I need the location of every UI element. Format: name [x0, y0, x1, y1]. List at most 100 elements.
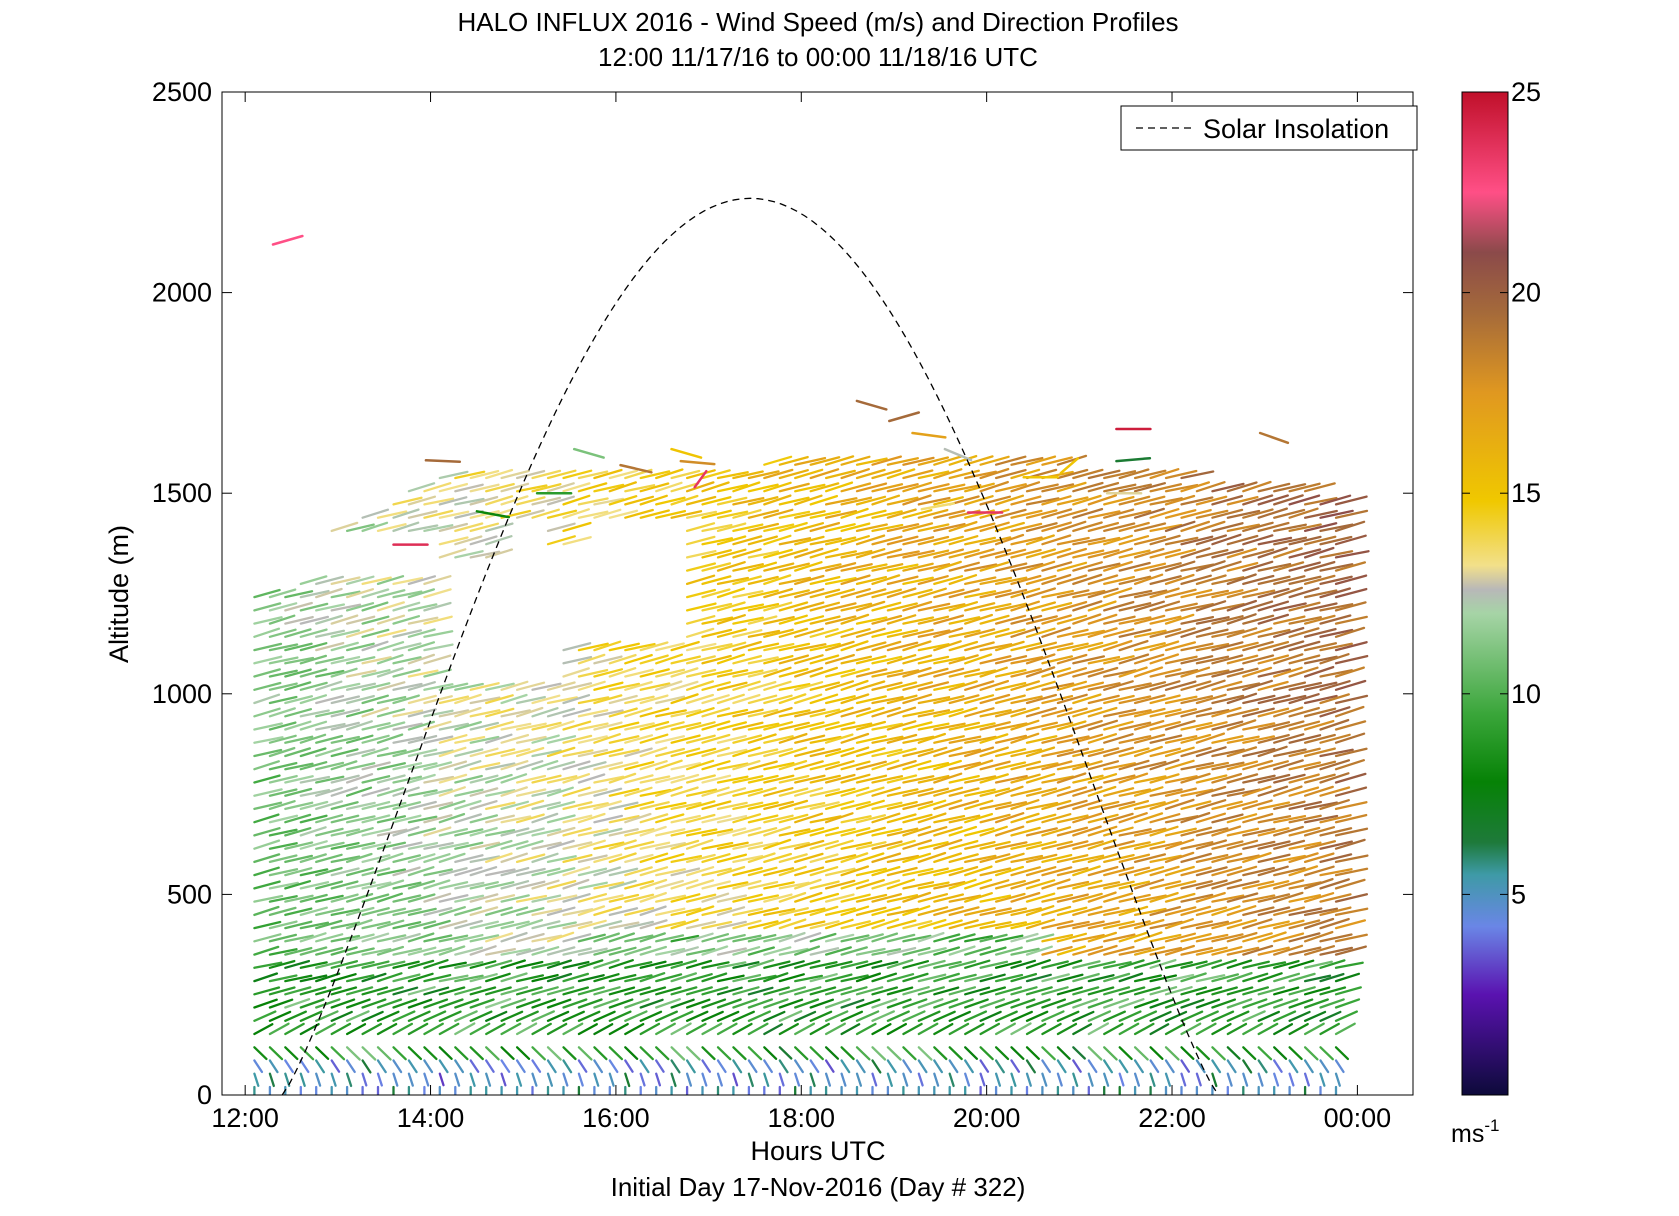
- wind-vector: [361, 588, 390, 599]
- wind-vector: [1149, 627, 1182, 638]
- wind-vector: [1056, 574, 1088, 586]
- wind-vector: [253, 722, 283, 731]
- wind-vector: [1257, 680, 1289, 691]
- wind-vector: [1056, 693, 1088, 705]
- wind-vector: [670, 854, 703, 864]
- wind-vector: [500, 986, 529, 996]
- wind-vector: [1257, 815, 1292, 824]
- wind-vector: [794, 827, 825, 837]
- wind-vector: [608, 932, 636, 943]
- wind-vector: [979, 760, 1011, 771]
- wind-vector: [732, 787, 763, 797]
- wind-vector: [1211, 998, 1237, 1009]
- colorbar-tick-label: 15: [1511, 478, 1541, 508]
- wind-vector: [871, 879, 901, 890]
- wind-vector: [1195, 669, 1230, 678]
- wind-vector: [423, 959, 449, 969]
- wind-vector: [1149, 933, 1182, 943]
- wind-vector: [253, 736, 284, 744]
- wind-vector: [1303, 535, 1337, 546]
- wind-vector: [1303, 814, 1339, 824]
- y-tick-label: 2500: [152, 77, 212, 107]
- wind-vector: [1103, 762, 1137, 771]
- wind-vector: [1103, 1072, 1110, 1087]
- wind-vector: [1334, 1022, 1356, 1036]
- wind-vector: [1087, 587, 1119, 599]
- wind-vector: [794, 666, 824, 678]
- wind-vector: [778, 496, 810, 506]
- wind-vector: [531, 788, 562, 797]
- wind-vector: [948, 535, 979, 546]
- wind-vector: [871, 563, 904, 572]
- wind-vector: [670, 693, 699, 705]
- wind-vector: [1180, 761, 1215, 771]
- wind-vector: [330, 1046, 346, 1061]
- wind-vector: [1010, 787, 1042, 797]
- wind-vector: [685, 535, 716, 546]
- wind-vector: [299, 921, 330, 930]
- wind-vector: [794, 483, 826, 493]
- wind-vector: [933, 708, 964, 718]
- wind-vector: [1072, 1023, 1093, 1036]
- wind-vector: [824, 455, 855, 466]
- wind-vector: [994, 1046, 1010, 1061]
- wind-vector: [1319, 1046, 1334, 1061]
- wind-vector: [840, 773, 871, 784]
- wind-vector: [608, 1010, 632, 1022]
- wind-vector: [1164, 1046, 1180, 1061]
- wind-vector: [933, 772, 963, 784]
- wind-vector: [1211, 933, 1244, 943]
- wind-vector: [933, 880, 966, 890]
- wind-vector: [964, 641, 995, 652]
- wind-vector: [1025, 879, 1056, 890]
- wind-vector: [855, 799, 885, 811]
- wind-vector: [407, 669, 439, 678]
- wind-vector: [361, 601, 389, 612]
- wind-vector: [345, 734, 374, 744]
- wind-vector: [979, 602, 1012, 612]
- wind-vector: [933, 483, 966, 493]
- wind-vector: [1303, 642, 1338, 652]
- wind-vector: [933, 1010, 956, 1022]
- wind-vector: [871, 483, 904, 493]
- wind-vector: [747, 946, 775, 956]
- wind-vector: [577, 1072, 584, 1087]
- wind-vector: [917, 973, 947, 983]
- wind-vector: [1288, 841, 1322, 850]
- wind-vector: [886, 523, 920, 533]
- wind-vector: [994, 734, 1028, 744]
- wind-vector: [1041, 775, 1075, 784]
- wind-vector: [979, 960, 1009, 969]
- wind-vector: [1149, 758, 1180, 771]
- wind-vector: [1180, 508, 1212, 519]
- wind-vector: [1257, 482, 1291, 493]
- wind-vector: [917, 681, 950, 691]
- wind-vector: [1195, 920, 1230, 930]
- wind-vector: [268, 746, 296, 758]
- wind-vector: [809, 961, 838, 969]
- wind-vector: [1072, 655, 1106, 665]
- wind-vector: [1087, 666, 1119, 678]
- wind-vector: [948, 706, 978, 718]
- wind-vector: [315, 641, 345, 652]
- wind-vector: [1257, 931, 1287, 943]
- wind-vector: [685, 838, 714, 850]
- wind-vector: [392, 1022, 414, 1036]
- wind-vector: [902, 481, 933, 493]
- wind-vector: [716, 1059, 727, 1074]
- wind-vector: [1242, 998, 1268, 1009]
- wind-vector: [701, 1022, 723, 1036]
- wind-vector: [454, 1022, 476, 1036]
- wind-vector: [716, 920, 747, 930]
- wind-vector: [840, 946, 868, 956]
- wind-vector: [716, 814, 748, 824]
- wind-vector: [546, 786, 574, 797]
- wind-vector: [1195, 998, 1221, 1009]
- wind-vector: [1103, 907, 1136, 917]
- wind-vector: [1319, 853, 1353, 864]
- wind-vector: [1041, 483, 1075, 493]
- wind-vector: [716, 587, 746, 599]
- wind-vector: [315, 919, 343, 930]
- wind-vector: [608, 852, 637, 864]
- wind-vector: [469, 1059, 480, 1073]
